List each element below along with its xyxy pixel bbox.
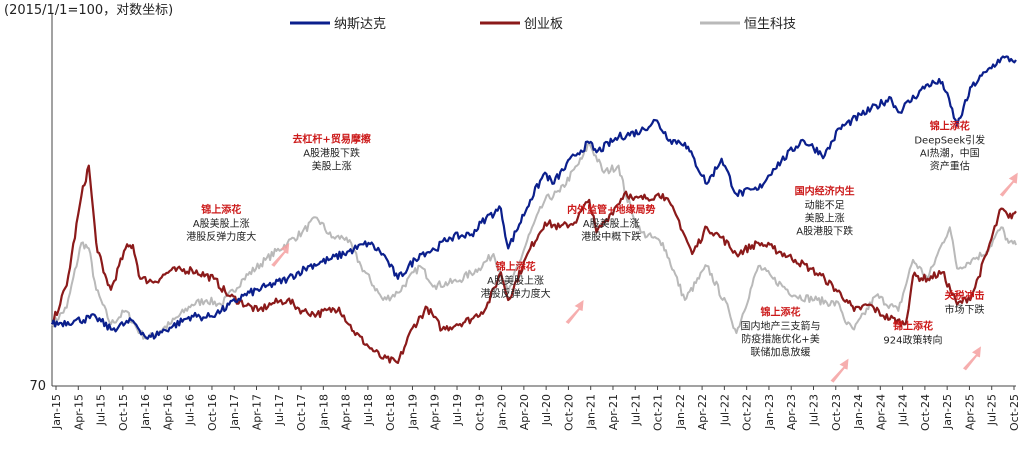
x-tick-label: Apr-19: [429, 394, 442, 430]
annotation-title: 锦上添花: [930, 120, 970, 133]
annotation-line: DeepSeek引发: [914, 134, 985, 147]
legend: 纳斯达克 创业板 恒生科技: [290, 17, 796, 32]
x-tick-label: Oct-18: [384, 394, 397, 431]
annotation-layer: 锦上添花A股美股上涨港股反弹力度大去杠杆+贸易摩擦A股港股下跌美股上涨锦上添花A…: [186, 120, 1018, 383]
x-tick-label: Apr-21: [607, 394, 620, 430]
x-tick-label: Jul-19: [451, 394, 464, 426]
legend-label: 纳斯达克: [334, 17, 386, 32]
x-tick-label: Jan-24: [852, 394, 865, 430]
x-tick-label: Jan-19: [406, 394, 419, 430]
x-tick-label: Oct-21: [652, 394, 665, 431]
annotation-line: 美股上涨: [805, 212, 845, 225]
annotation-line: 港股反弹力度大: [186, 230, 256, 243]
annotation-line: 港股反弹力度大: [481, 287, 551, 300]
x-tick-label: Jul-20: [540, 394, 553, 426]
annotation-line: 924政策转向: [883, 333, 942, 346]
x-tick-label: Apr-25: [963, 394, 976, 430]
x-tick-label: Apr-23: [785, 394, 798, 430]
x-tick-label: Oct-15: [117, 394, 130, 431]
axes: 70 Jan-15 Apr-15 Jul-15 Oct-15 Jan-16 Apr-16 Ju…: [29, 14, 1021, 431]
series-layer: [50, 55, 1017, 364]
x-tick-label: Jan-21: [585, 394, 598, 430]
x-tick-label: Jan-25: [941, 394, 954, 430]
x-tick-label: Jan-15: [50, 394, 63, 430]
up-arrow-icon: [962, 346, 981, 371]
x-tick-label: Jul-24: [897, 394, 910, 426]
x-tick-label: Jul-25: [986, 394, 999, 426]
annotation-line: A股美股上涨: [583, 217, 640, 230]
annotation-line: A股港股下跌: [796, 225, 853, 238]
annotation-line: 国内地产三支箭与: [741, 320, 821, 333]
annotation-line: A股港股下跌: [303, 147, 360, 160]
x-tick-label: Apr-18: [340, 394, 353, 430]
x-tick-label: Jan-23: [763, 394, 776, 430]
x-tick-label: Apr-24: [874, 394, 887, 430]
x-tick-label: Jul-16: [184, 394, 197, 426]
annotation-title: 锦上添花: [893, 319, 933, 332]
x-tick-label: Jul-23: [807, 394, 820, 426]
annotation-title: 锦上添花: [201, 203, 241, 216]
series-line-0: [50, 55, 1017, 340]
annotation-line: 联储加息放缓: [751, 346, 811, 359]
annotation-line: 市场下跌: [944, 303, 984, 316]
up-arrow-icon: [830, 358, 849, 383]
x-tick-label: Oct-22: [741, 394, 754, 431]
x-tick-label: Jul-17: [273, 394, 286, 426]
up-arrow-icon: [271, 242, 290, 267]
annotation-title: 国内经济内生: [795, 185, 855, 198]
annotation-line: 动能不足: [805, 199, 845, 212]
x-tick-label: Apr-20: [518, 394, 531, 430]
x-tick-label: Jan-20: [496, 394, 509, 430]
x-tick-label: Oct-25: [1008, 394, 1021, 431]
x-tick-label: Jan-16: [139, 394, 152, 430]
annotation-title: 内外监管+地缘局势: [567, 203, 655, 216]
x-tick-label: Apr-15: [72, 394, 85, 430]
annotation-line: 美股上涨: [312, 160, 352, 173]
x-tick-label: Oct-24: [919, 394, 932, 431]
legend-label: 创业板: [524, 17, 563, 32]
up-arrow-icon: [565, 300, 584, 325]
annotation-title: 去杠杆+贸易摩擦: [292, 133, 370, 146]
annotation-line: A股美股上涨: [487, 274, 544, 287]
annotation-line: 资产重估: [930, 160, 970, 173]
series-line-2: [51, 141, 1017, 340]
annotation-line: 港股中概下跌: [581, 230, 641, 243]
annotation-line: A股美股上涨: [193, 217, 250, 230]
series-line-1: [51, 164, 1017, 364]
x-tick-label: Jan-17: [228, 394, 241, 430]
x-tick-label: Jan-22: [674, 394, 687, 430]
annotation-line: 防疫措施优化+美: [741, 333, 819, 346]
x-tick-label: Apr-16: [161, 394, 174, 430]
legend-label: 恒生科技: [744, 17, 796, 32]
x-tick-label: Apr-22: [696, 394, 709, 430]
x-tick-label: Apr-17: [251, 394, 264, 430]
x-tick-label: Oct-19: [473, 394, 486, 431]
annotation-title: 锦上添花: [496, 260, 536, 273]
annotation-title: 锦上添花: [761, 306, 801, 319]
up-arrow-icon: [999, 172, 1018, 197]
x-tick-label: Jan-18: [317, 394, 330, 430]
x-tick-label: Jul-15: [95, 394, 108, 426]
x-tick-label: Oct-16: [206, 394, 219, 431]
annotation-title: 关税冲击: [944, 289, 984, 302]
x-tick-label: Oct-17: [295, 394, 308, 431]
unit-note: (2015/1/1=100，对数坐标): [4, 3, 173, 18]
annotation-line: AI热潮，中国: [920, 147, 980, 160]
x-tick-label: Oct-20: [562, 394, 575, 431]
x-tick-label: Jul-18: [362, 394, 375, 426]
x-tick-label: Jul-22: [718, 394, 731, 426]
x-tick-label: Jul-21: [629, 394, 642, 426]
y-tick-label: 70: [29, 379, 46, 394]
x-tick-label: Oct-23: [830, 394, 843, 431]
